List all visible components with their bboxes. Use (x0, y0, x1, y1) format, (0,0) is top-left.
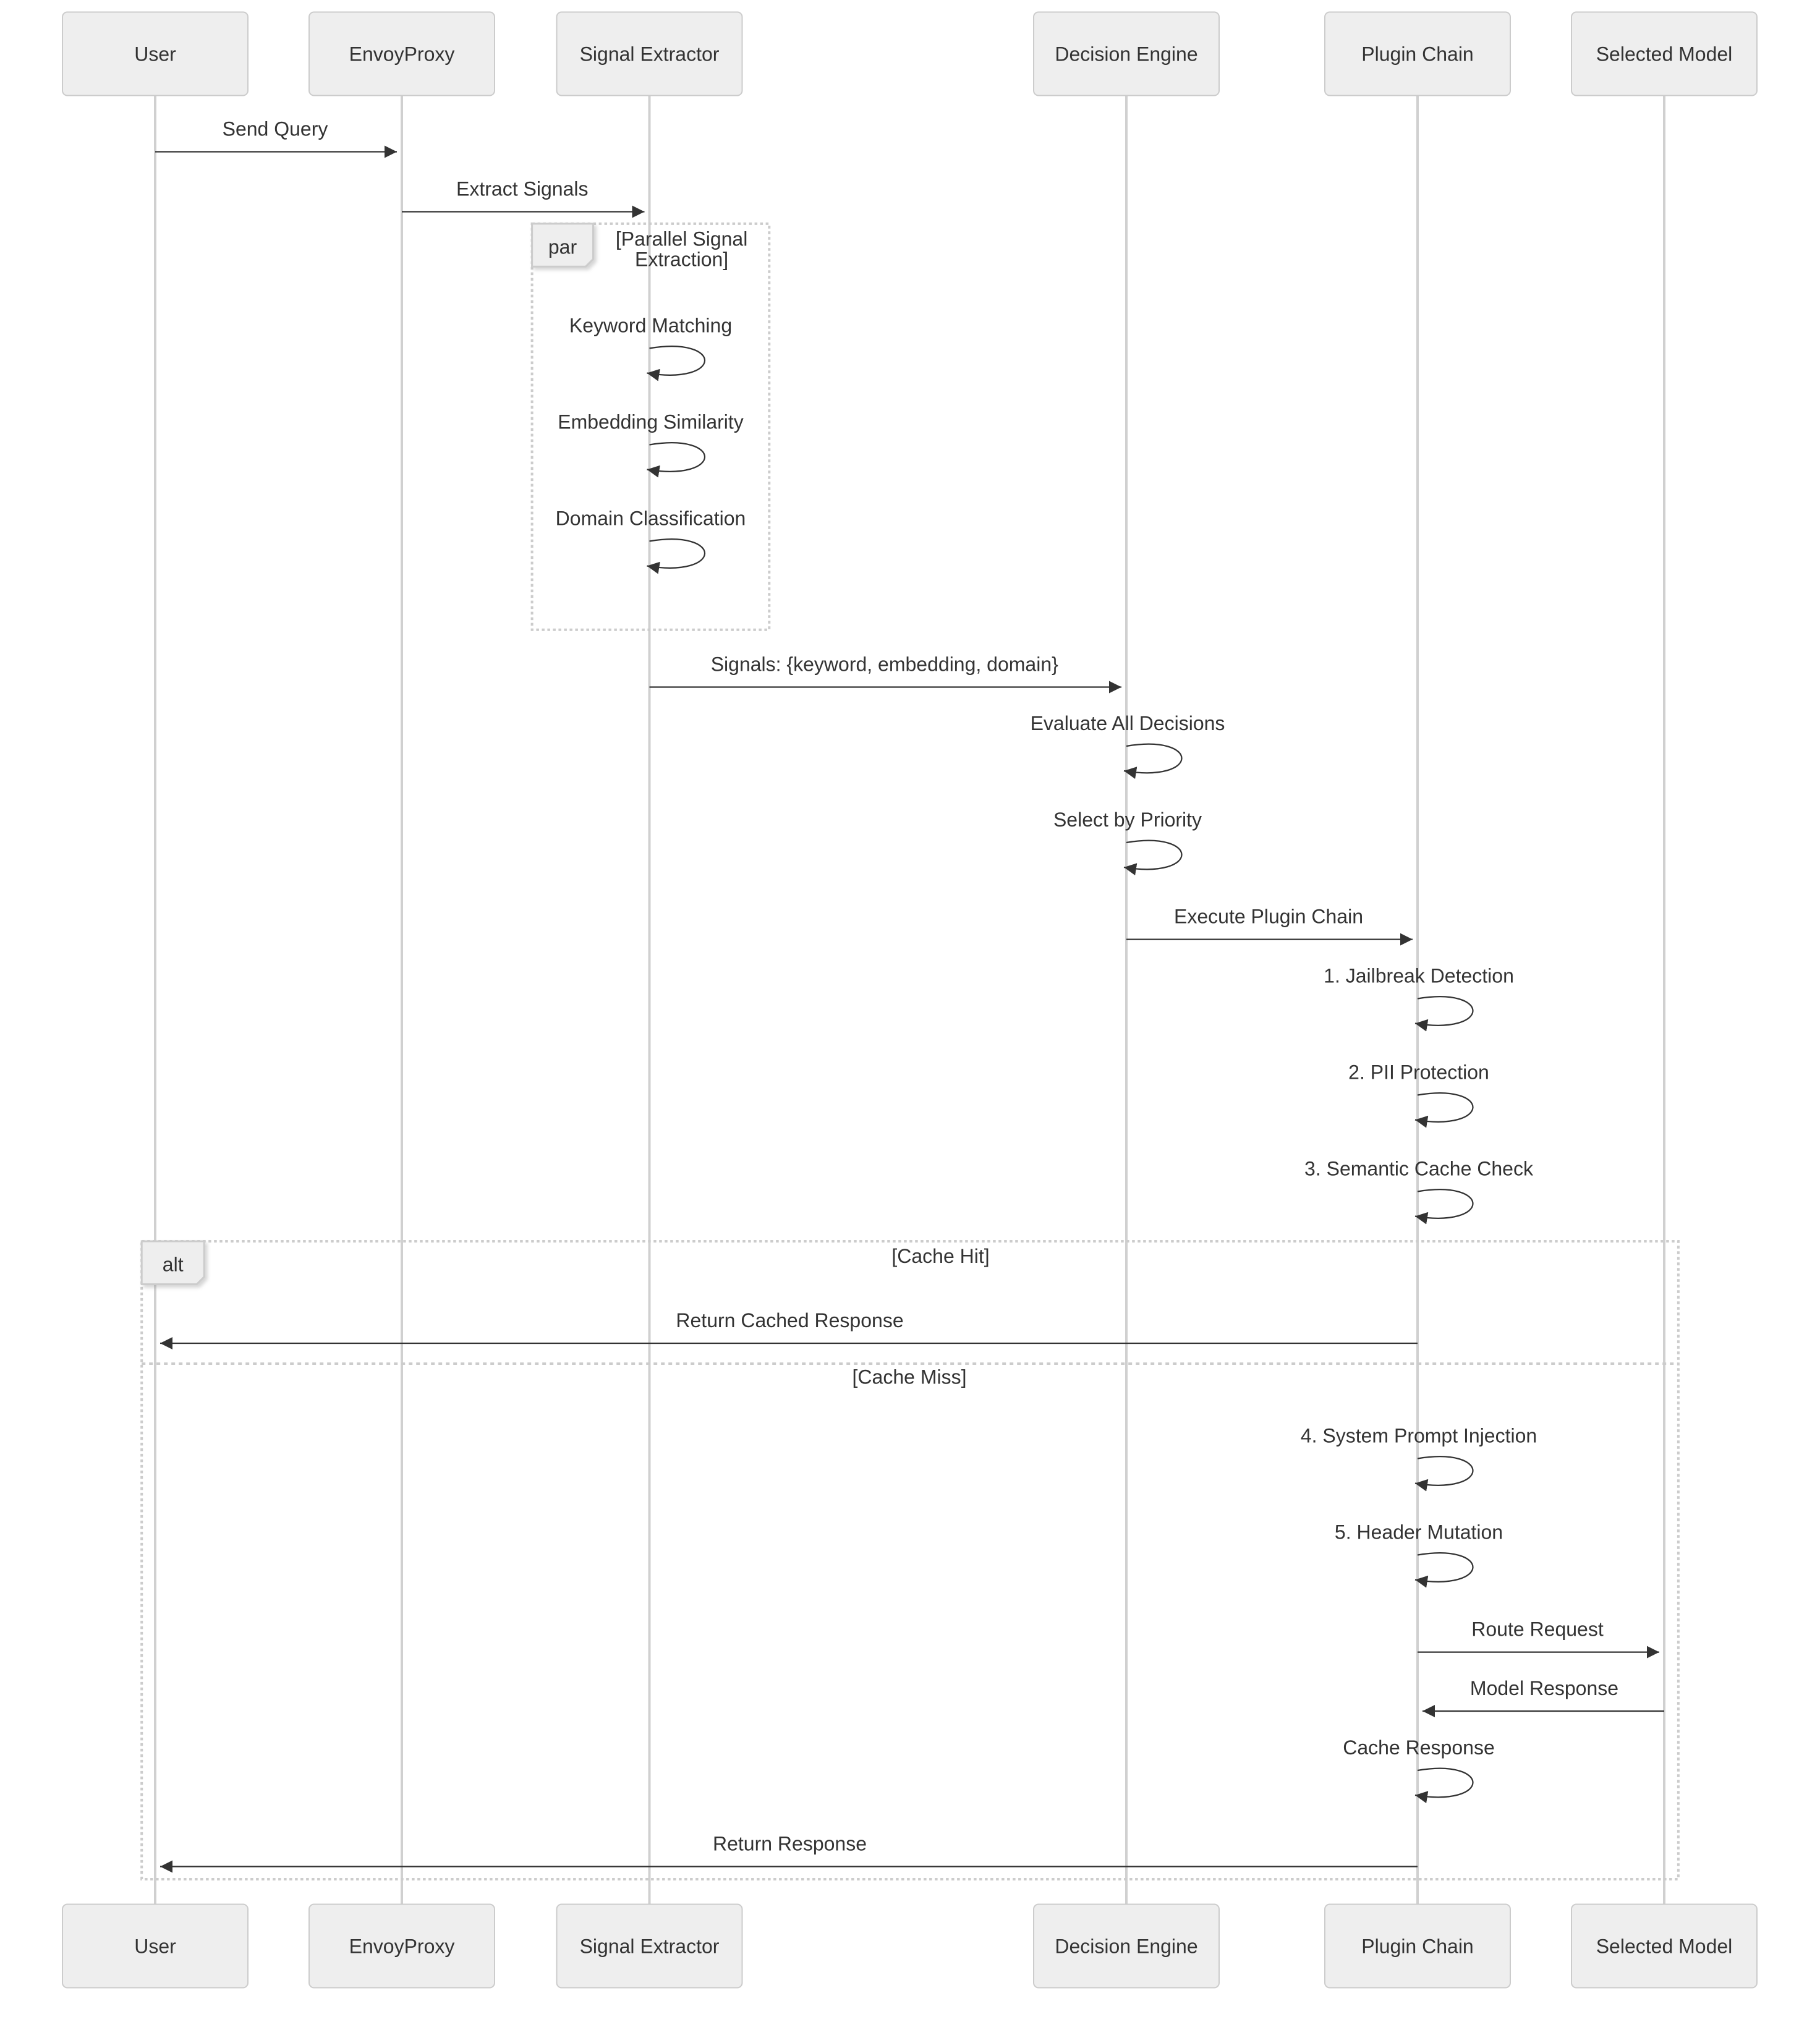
svg-text:3. Semantic Cache Check: 3. Semantic Cache Check (1304, 1158, 1534, 1180)
svg-text:Embedding Similarity: Embedding Similarity (558, 411, 744, 433)
svg-text:[Cache Miss]: [Cache Miss] (853, 1366, 967, 1388)
svg-text:2. PII Protection: 2. PII Protection (1348, 1061, 1489, 1084)
svg-text:Plugin Chain: Plugin Chain (1361, 1935, 1473, 1958)
svg-text:Signal Extractor: Signal Extractor (580, 1935, 720, 1958)
svg-text:Extraction]: Extraction] (635, 249, 728, 271)
svg-text:Signal Extractor: Signal Extractor (580, 43, 720, 66)
svg-text:par: par (548, 236, 577, 258)
svg-text:Selected Model: Selected Model (1596, 1935, 1733, 1958)
svg-text:Extract Signals: Extract Signals (456, 178, 588, 200)
svg-text:Signals: {keyword, embedding,: Signals: {keyword, embedding, domain} (711, 653, 1058, 676)
svg-text:[Parallel Signal: [Parallel Signal (616, 228, 747, 250)
svg-text:User: User (134, 43, 176, 66)
svg-text:Evaluate All Decisions: Evaluate All Decisions (1031, 712, 1225, 734)
svg-text:1. Jailbreak Detection: 1. Jailbreak Detection (1324, 965, 1514, 987)
svg-text:Return Response: Return Response (713, 1833, 867, 1855)
svg-text:Route Request: Route Request (1471, 1618, 1604, 1641)
svg-text:Model Response: Model Response (1470, 1677, 1618, 1699)
svg-text:[Cache Hit]: [Cache Hit] (891, 1245, 989, 1267)
svg-text:Execute Plugin Chain: Execute Plugin Chain (1174, 906, 1363, 928)
svg-text:Plugin Chain: Plugin Chain (1361, 43, 1473, 66)
svg-text:Decision Engine: Decision Engine (1055, 43, 1197, 66)
svg-text:Decision Engine: Decision Engine (1055, 1935, 1197, 1958)
svg-text:Send Query: Send Query (223, 118, 328, 140)
svg-text:Keyword Matching: Keyword Matching (569, 315, 732, 337)
svg-text:EnvoyProxy: EnvoyProxy (349, 1935, 455, 1958)
svg-text:Return Cached Response: Return Cached Response (676, 1309, 903, 1332)
svg-text:Select by Priority: Select by Priority (1053, 809, 1202, 831)
svg-text:4. System Prompt Injection: 4. System Prompt Injection (1301, 1425, 1537, 1447)
svg-text:Domain Classification: Domain Classification (556, 508, 746, 530)
svg-text:5. Header Mutation: 5. Header Mutation (1335, 1521, 1503, 1544)
svg-text:Selected Model: Selected Model (1596, 43, 1733, 66)
svg-text:User: User (134, 1935, 176, 1958)
svg-text:Cache Response: Cache Response (1343, 1736, 1494, 1759)
svg-text:alt: alt (163, 1253, 184, 1275)
svg-text:EnvoyProxy: EnvoyProxy (349, 43, 455, 66)
